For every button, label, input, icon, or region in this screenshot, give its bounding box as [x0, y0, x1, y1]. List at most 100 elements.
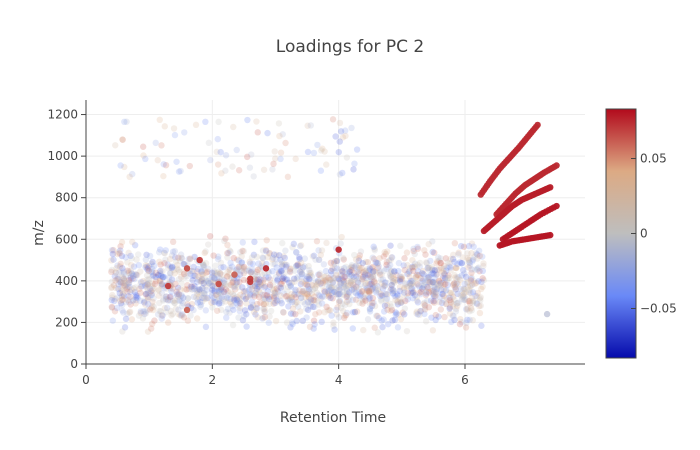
data-point	[162, 256, 169, 263]
data-point	[346, 268, 353, 275]
data-point	[253, 253, 261, 261]
data-point	[436, 257, 443, 264]
data-point	[384, 291, 391, 298]
data-point	[247, 304, 255, 312]
data-point	[348, 272, 355, 279]
data-point	[251, 282, 259, 290]
data-point	[365, 288, 373, 295]
data-point	[109, 291, 116, 299]
data-point	[199, 298, 206, 305]
data-point	[238, 264, 245, 272]
data-point	[292, 263, 300, 270]
data-point	[351, 160, 358, 167]
data-point	[459, 254, 466, 261]
data-point	[208, 286, 216, 293]
data-point	[207, 156, 214, 164]
data-point	[404, 296, 412, 303]
data-point	[144, 280, 152, 288]
data-point	[129, 275, 136, 282]
data-point	[383, 279, 390, 286]
data-point	[234, 297, 242, 304]
data-point	[302, 277, 310, 285]
data-point	[476, 295, 484, 302]
data-point	[357, 291, 365, 299]
data-point	[155, 287, 163, 294]
data-point	[282, 261, 289, 268]
data-point	[396, 296, 404, 303]
data-point	[198, 269, 205, 276]
data-point	[439, 274, 447, 282]
data-point	[127, 288, 134, 296]
data-point	[204, 268, 211, 276]
data-point	[241, 307, 249, 314]
data-point	[265, 295, 273, 303]
data-point	[303, 272, 311, 280]
data-point	[254, 129, 261, 136]
data-point	[275, 269, 283, 277]
data-point	[412, 273, 420, 281]
data-point	[232, 286, 239, 293]
highlighted-point	[543, 310, 551, 318]
data-point	[400, 285, 408, 292]
data-point	[215, 292, 222, 300]
data-point	[231, 297, 238, 305]
data-point	[395, 267, 402, 275]
grid-lines	[86, 100, 585, 364]
data-point	[148, 260, 155, 268]
data-point	[469, 317, 477, 324]
y-tick-label: 800	[55, 191, 78, 205]
data-point	[120, 292, 128, 300]
data-point	[473, 266, 481, 273]
data-point	[204, 294, 211, 302]
data-point	[244, 293, 251, 301]
data-point	[310, 317, 318, 324]
data-point	[413, 297, 421, 304]
data-point	[391, 279, 398, 286]
data-point	[298, 290, 305, 298]
data-point	[294, 291, 301, 298]
data-point	[337, 291, 344, 298]
data-point	[424, 278, 431, 286]
data-point	[451, 271, 458, 279]
data-point	[349, 325, 357, 332]
data-point	[429, 289, 436, 296]
data-point	[259, 254, 267, 262]
highlighted-point	[247, 275, 254, 282]
data-point	[370, 268, 377, 275]
data-point	[363, 284, 370, 291]
data-point	[444, 264, 451, 271]
data-point	[309, 303, 317, 311]
data-point	[430, 291, 437, 298]
data-point	[378, 298, 385, 305]
data-point	[377, 268, 384, 275]
data-point	[277, 155, 284, 163]
data-point	[390, 287, 397, 294]
data-point	[301, 255, 309, 262]
data-point	[229, 278, 237, 286]
data-point	[119, 296, 126, 303]
data-point	[407, 281, 415, 288]
data-point	[392, 309, 399, 316]
data-point	[108, 257, 115, 264]
data-point	[429, 266, 436, 274]
data-point	[318, 282, 326, 289]
data-point	[478, 322, 485, 329]
data-point	[261, 284, 268, 291]
data-point	[318, 300, 326, 307]
data-point	[218, 276, 226, 283]
data-point	[427, 297, 435, 304]
data-point	[229, 321, 237, 329]
data-point	[259, 259, 266, 267]
data-point	[354, 279, 362, 286]
data-point	[242, 294, 250, 302]
data-point	[280, 290, 288, 297]
data-point	[271, 294, 278, 302]
data-point	[325, 290, 332, 298]
data-point	[181, 273, 188, 281]
data-point	[352, 296, 360, 303]
data-point	[388, 303, 395, 310]
data-point	[430, 270, 438, 278]
data-point	[195, 293, 203, 301]
data-point	[321, 273, 328, 281]
